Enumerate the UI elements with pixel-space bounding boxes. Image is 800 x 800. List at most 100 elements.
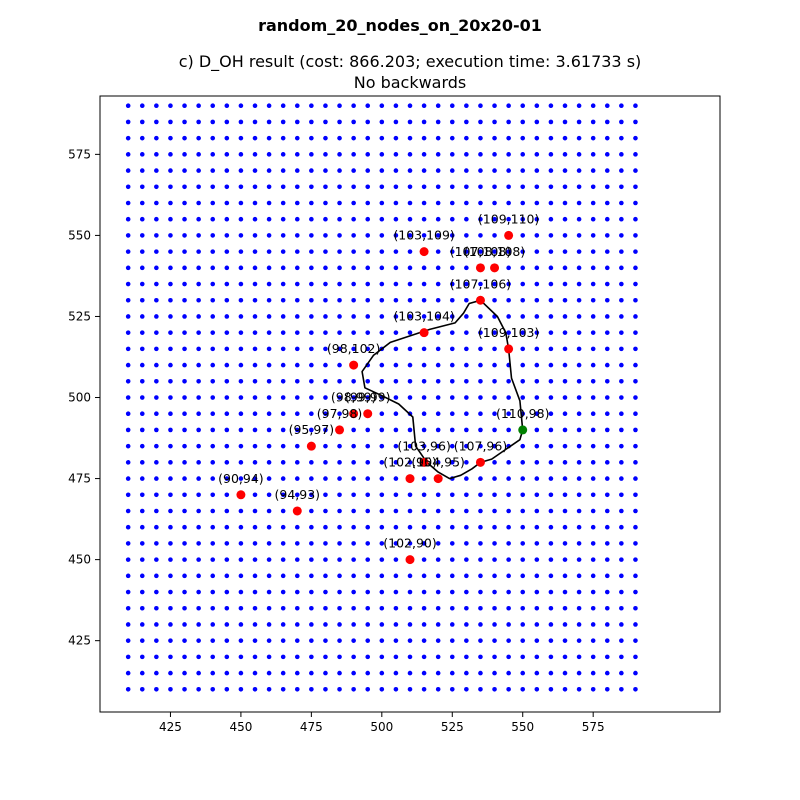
grid-point bbox=[125, 427, 131, 433]
grid-point bbox=[182, 622, 187, 627]
node-label: (97,98) bbox=[317, 406, 363, 421]
grid-point bbox=[337, 216, 342, 222]
grid-point bbox=[182, 119, 187, 125]
grid-point bbox=[393, 233, 399, 238]
grid-point bbox=[407, 379, 413, 384]
grid-point bbox=[633, 670, 638, 676]
grid-point bbox=[576, 346, 582, 352]
grid-point bbox=[266, 589, 272, 595]
grid-point bbox=[280, 605, 286, 611]
grid-point bbox=[294, 541, 300, 546]
grid-point bbox=[435, 152, 441, 157]
grid-point bbox=[619, 508, 624, 514]
grid-point bbox=[492, 216, 497, 222]
grid-point bbox=[492, 411, 497, 417]
grid-point bbox=[154, 314, 159, 319]
grid-point bbox=[139, 654, 145, 660]
grid-point bbox=[604, 524, 610, 530]
grid-point bbox=[210, 249, 216, 254]
grid-point bbox=[562, 379, 568, 384]
grid-point bbox=[238, 395, 244, 400]
grid-point bbox=[590, 216, 596, 222]
grid-point bbox=[604, 103, 610, 109]
grid-point bbox=[548, 119, 554, 125]
grid-point bbox=[576, 687, 582, 692]
node-point bbox=[475, 263, 485, 273]
grid-point bbox=[520, 379, 526, 384]
grid-point bbox=[139, 460, 145, 465]
grid-point bbox=[154, 135, 159, 141]
grid-point bbox=[464, 184, 469, 190]
grid-point bbox=[266, 573, 272, 579]
grid-point bbox=[548, 492, 554, 498]
grid-point bbox=[534, 443, 540, 449]
grid-point bbox=[294, 297, 300, 303]
grid-point bbox=[435, 233, 441, 238]
grid-point bbox=[534, 654, 540, 660]
grid-point bbox=[435, 200, 441, 206]
grid-point bbox=[323, 281, 328, 287]
grid-point bbox=[323, 200, 328, 206]
grid-point bbox=[294, 346, 300, 352]
grid-point bbox=[506, 557, 511, 562]
grid-point bbox=[520, 557, 526, 562]
grid-point bbox=[619, 119, 624, 125]
grid-point bbox=[520, 346, 526, 352]
grid-point bbox=[548, 605, 554, 611]
grid-point bbox=[619, 687, 624, 692]
grid-point bbox=[238, 249, 244, 254]
grid-point bbox=[224, 216, 230, 222]
grid-point bbox=[182, 330, 187, 335]
grid-point bbox=[154, 476, 159, 481]
grid-point bbox=[421, 216, 427, 222]
grid-point bbox=[449, 200, 455, 206]
grid-point bbox=[323, 184, 328, 190]
grid-point bbox=[421, 638, 427, 643]
grid-point bbox=[633, 200, 638, 206]
node-label: (103,96) bbox=[397, 438, 451, 453]
grid-point bbox=[492, 249, 497, 254]
grid-point bbox=[633, 541, 638, 546]
grid-point bbox=[182, 233, 187, 238]
grid-point bbox=[435, 427, 441, 433]
grid-point bbox=[435, 460, 441, 465]
grid-point bbox=[125, 103, 131, 109]
grid-point bbox=[196, 573, 201, 579]
grid-point bbox=[365, 573, 371, 579]
grid-point bbox=[619, 216, 624, 222]
grid-point bbox=[337, 638, 342, 643]
grid-point bbox=[238, 622, 244, 627]
grid-point bbox=[337, 492, 342, 498]
grid-point bbox=[576, 524, 582, 530]
grid-point bbox=[548, 573, 554, 579]
grid-point bbox=[548, 200, 554, 206]
grid-point bbox=[323, 541, 328, 546]
grid-point bbox=[619, 184, 624, 190]
grid-point bbox=[182, 135, 187, 141]
grid-point bbox=[604, 541, 610, 546]
grid-point bbox=[407, 638, 413, 643]
grid-point bbox=[506, 460, 511, 465]
grid-point bbox=[449, 184, 455, 190]
grid-point bbox=[238, 152, 244, 157]
grid-point bbox=[379, 249, 385, 254]
grid-point bbox=[139, 314, 145, 319]
grid-point bbox=[309, 168, 314, 173]
grid-point bbox=[238, 476, 244, 481]
grid-point bbox=[266, 200, 272, 206]
grid-point bbox=[604, 314, 610, 319]
node-point bbox=[405, 555, 415, 565]
grid-point bbox=[520, 573, 526, 579]
chart-title-line1: c) D_OH result (cost: 866.203; execution… bbox=[179, 52, 642, 72]
grid-point bbox=[449, 330, 455, 335]
grid-point bbox=[562, 346, 568, 352]
grid-point bbox=[351, 152, 356, 157]
grid-point bbox=[435, 492, 441, 498]
grid-point bbox=[224, 654, 230, 660]
grid-point bbox=[548, 460, 554, 465]
grid-point bbox=[393, 346, 399, 352]
grid-point bbox=[506, 427, 511, 433]
grid-point bbox=[407, 654, 413, 660]
grid-point bbox=[604, 379, 610, 384]
grid-point bbox=[506, 281, 511, 287]
